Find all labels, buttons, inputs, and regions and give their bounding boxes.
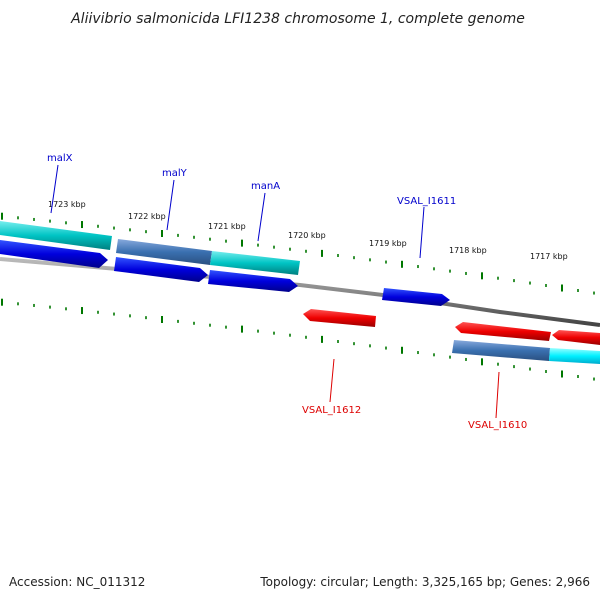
reverse-gene-track	[303, 309, 600, 345]
tick-label: 1717 kbp	[530, 252, 568, 261]
tick-label: 1722 kbp	[128, 212, 166, 221]
leader-line	[257, 192, 266, 242]
reverse-feature-track	[452, 340, 600, 364]
feature-bar[interactable]	[452, 340, 550, 361]
accession-text: Accession: NC_011312	[9, 575, 145, 589]
gene-arrow-malX[interactable]	[0, 240, 108, 268]
outer-tick-ring	[1, 212, 595, 295]
tick-labels: 1723 kbp 1722 kbp 1721 kbp 1720 kbp 1719…	[48, 200, 568, 261]
leader-line	[495, 371, 500, 419]
forward-gene-track	[0, 240, 450, 306]
genome-summary-text: Topology: circular; Length: 3,325,165 bp…	[259, 575, 590, 589]
leader-line	[329, 358, 335, 403]
gene-leader-lines	[50, 164, 500, 419]
feature-bar[interactable]	[549, 348, 600, 364]
map-title: Aliivibrio salmonicida LFI1238 chromosom…	[70, 11, 525, 27]
gene-label-VSAL_I1611[interactable]: VSAL_I1611	[397, 196, 456, 207]
gene-label-VSAL_I1612[interactable]: VSAL_I1612	[302, 405, 361, 416]
gene-label-malY[interactable]: malY	[162, 168, 188, 179]
gene-label-malX[interactable]: malX	[47, 153, 73, 164]
gene-arrow-VSAL_I1612[interactable]	[303, 309, 376, 327]
inner-tick-ring	[1, 298, 595, 381]
gene-labels: malX malY manA VSAL_I1611 VSAL_I1612 VSA…	[47, 153, 527, 431]
tick-label: 1721 kbp	[208, 222, 246, 231]
gene-arrow[interactable]	[552, 330, 600, 345]
tick-label: 1718 kbp	[449, 246, 487, 255]
leader-line	[419, 206, 425, 259]
gene-label-VSAL_I1610[interactable]: VSAL_I1610	[468, 420, 527, 431]
gene-label-manA[interactable]: manA	[251, 181, 280, 192]
tick-label: 1719 kbp	[369, 239, 407, 248]
tick-label: 1723 kbp	[48, 200, 86, 209]
tick-label: 1720 kbp	[288, 231, 326, 240]
chromosome-backbone	[0, 257, 600, 327]
feature-bar[interactable]	[210, 251, 300, 275]
feature-bar[interactable]	[116, 239, 212, 265]
gene-arrow-VSAL_I1610[interactable]	[455, 322, 551, 341]
gene-arrow-malY[interactable]	[114, 257, 208, 282]
forward-feature-track	[0, 221, 300, 275]
leader-line	[166, 179, 175, 231]
feature-bar[interactable]	[0, 221, 112, 250]
leader-line	[50, 164, 59, 214]
gene-arrow-manA[interactable]	[208, 270, 298, 292]
gene-arrow-VSAL_I1611[interactable]	[382, 288, 450, 306]
